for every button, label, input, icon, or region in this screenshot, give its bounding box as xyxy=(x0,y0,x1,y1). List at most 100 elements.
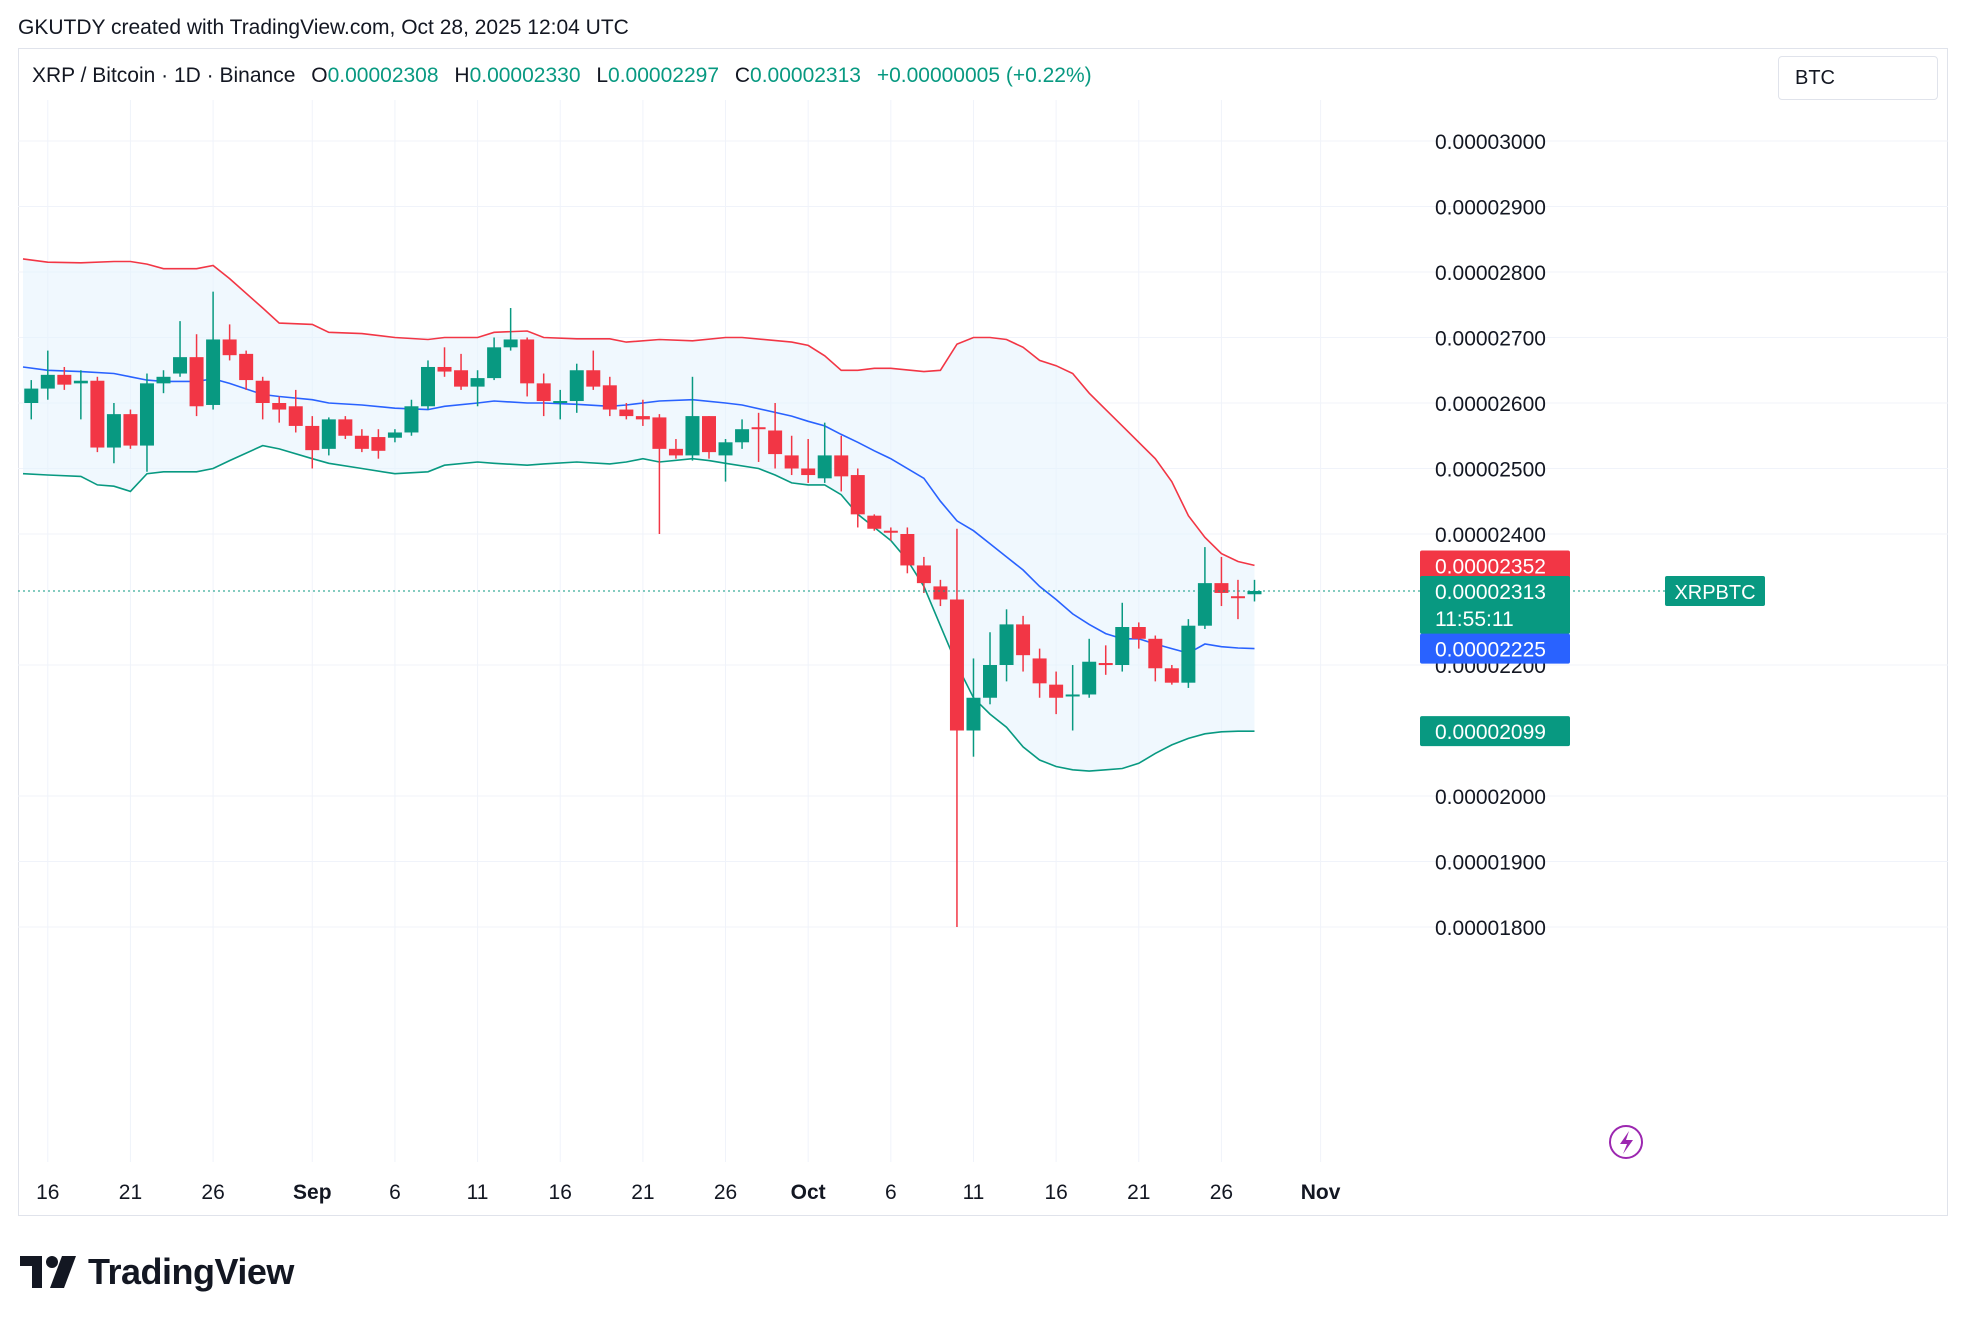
candle[interactable] xyxy=(983,632,998,705)
candle-body xyxy=(817,455,832,479)
candle[interactable] xyxy=(239,350,254,390)
candle-body xyxy=(652,417,667,449)
high-value: 0.00002330 xyxy=(469,64,581,87)
candle[interactable] xyxy=(784,435,799,476)
currency-button[interactable]: BTC xyxy=(1778,56,1938,100)
y-tick-label: 0.00002800 xyxy=(1435,262,1546,285)
candle[interactable] xyxy=(106,403,121,464)
candle[interactable] xyxy=(420,360,435,410)
candle[interactable] xyxy=(883,527,898,541)
candle[interactable] xyxy=(520,337,535,397)
candle[interactable] xyxy=(652,414,667,534)
candle[interactable] xyxy=(685,376,700,461)
candle-body xyxy=(602,385,617,410)
candle[interactable] xyxy=(801,439,816,483)
candle[interactable] xyxy=(40,350,55,400)
candle[interactable] xyxy=(454,353,469,390)
candle-body xyxy=(536,383,551,402)
candle[interactable] xyxy=(404,399,419,436)
candle[interactable] xyxy=(470,370,485,407)
candle[interactable] xyxy=(1131,622,1146,649)
candle[interactable] xyxy=(1032,648,1047,698)
candle[interactable] xyxy=(1049,671,1064,715)
candle[interactable] xyxy=(371,429,386,459)
y-tick-label: 0.00001900 xyxy=(1435,852,1546,875)
price-label-basis xyxy=(1420,633,1570,664)
candle[interactable] xyxy=(668,439,683,459)
candle[interactable] xyxy=(602,376,617,417)
symbol-title[interactable]: XRP / Bitcoin · 1D · Binance xyxy=(32,64,296,87)
candle[interactable] xyxy=(933,579,948,607)
candle[interactable] xyxy=(321,417,336,456)
candle[interactable] xyxy=(1214,556,1229,607)
candle[interactable] xyxy=(1164,665,1179,685)
candle-body xyxy=(834,455,849,477)
candle-body xyxy=(1247,590,1262,595)
candle[interactable] xyxy=(569,363,584,413)
candle[interactable] xyxy=(123,409,138,449)
candle[interactable] xyxy=(1115,602,1130,672)
candle[interactable] xyxy=(487,337,502,381)
candle[interactable] xyxy=(173,321,188,377)
candle[interactable] xyxy=(73,370,88,420)
candle[interactable] xyxy=(1016,615,1031,672)
candle[interactable] xyxy=(156,370,171,394)
candle[interactable] xyxy=(586,350,601,390)
candle[interactable] xyxy=(900,527,915,574)
candle-body xyxy=(1098,663,1113,666)
x-tick-label: Oct xyxy=(791,1181,826,1204)
candle[interactable] xyxy=(536,373,551,417)
candle-body xyxy=(206,339,221,405)
candle[interactable] xyxy=(90,376,105,453)
candle[interactable] xyxy=(387,429,402,443)
candle[interactable] xyxy=(966,658,981,757)
candle[interactable] xyxy=(619,403,634,420)
candle[interactable] xyxy=(189,334,204,417)
candle[interactable] xyxy=(206,291,221,410)
candle[interactable] xyxy=(305,416,320,469)
candle-body xyxy=(1016,624,1031,656)
bollinger-lower-line xyxy=(22,444,1255,772)
candle[interactable] xyxy=(999,609,1014,682)
candle[interactable] xyxy=(1230,579,1245,620)
candle[interactable] xyxy=(817,422,832,483)
candle[interactable] xyxy=(57,366,72,390)
candle[interactable] xyxy=(916,556,931,593)
candle-body xyxy=(338,419,353,436)
candle[interactable] xyxy=(272,396,287,423)
candle[interactable] xyxy=(553,389,568,420)
candle-body xyxy=(106,414,121,448)
candle[interactable] xyxy=(1082,638,1097,698)
candle[interactable] xyxy=(222,324,237,361)
candle[interactable] xyxy=(139,373,154,472)
candle[interactable] xyxy=(1197,547,1212,629)
candle[interactable] xyxy=(1181,619,1196,688)
candle[interactable] xyxy=(1065,665,1080,731)
lightning-icon[interactable] xyxy=(1609,1125,1643,1159)
candle[interactable] xyxy=(255,376,270,420)
candle[interactable] xyxy=(24,380,39,420)
candle[interactable] xyxy=(503,308,518,351)
candle[interactable] xyxy=(768,403,783,469)
candle[interactable] xyxy=(718,439,733,482)
candle[interactable] xyxy=(834,435,849,492)
candle[interactable] xyxy=(702,416,716,459)
candle[interactable] xyxy=(1098,645,1113,675)
candle[interactable] xyxy=(867,514,882,531)
candle[interactable] xyxy=(1148,635,1163,682)
candle[interactable] xyxy=(338,416,353,440)
x-tick-label: 21 xyxy=(631,1181,654,1204)
candle[interactable] xyxy=(437,347,452,377)
candle-body xyxy=(1230,596,1245,599)
candle[interactable] xyxy=(635,399,650,426)
candle[interactable] xyxy=(751,412,766,462)
candle[interactable] xyxy=(949,528,964,927)
x-tick-label: Nov xyxy=(1301,1181,1341,1204)
candle[interactable] xyxy=(354,429,369,453)
candle-body xyxy=(1082,661,1097,695)
candle[interactable] xyxy=(735,419,750,449)
candle[interactable] xyxy=(288,389,303,433)
candle-body xyxy=(420,366,435,407)
candle[interactable] xyxy=(850,468,865,528)
